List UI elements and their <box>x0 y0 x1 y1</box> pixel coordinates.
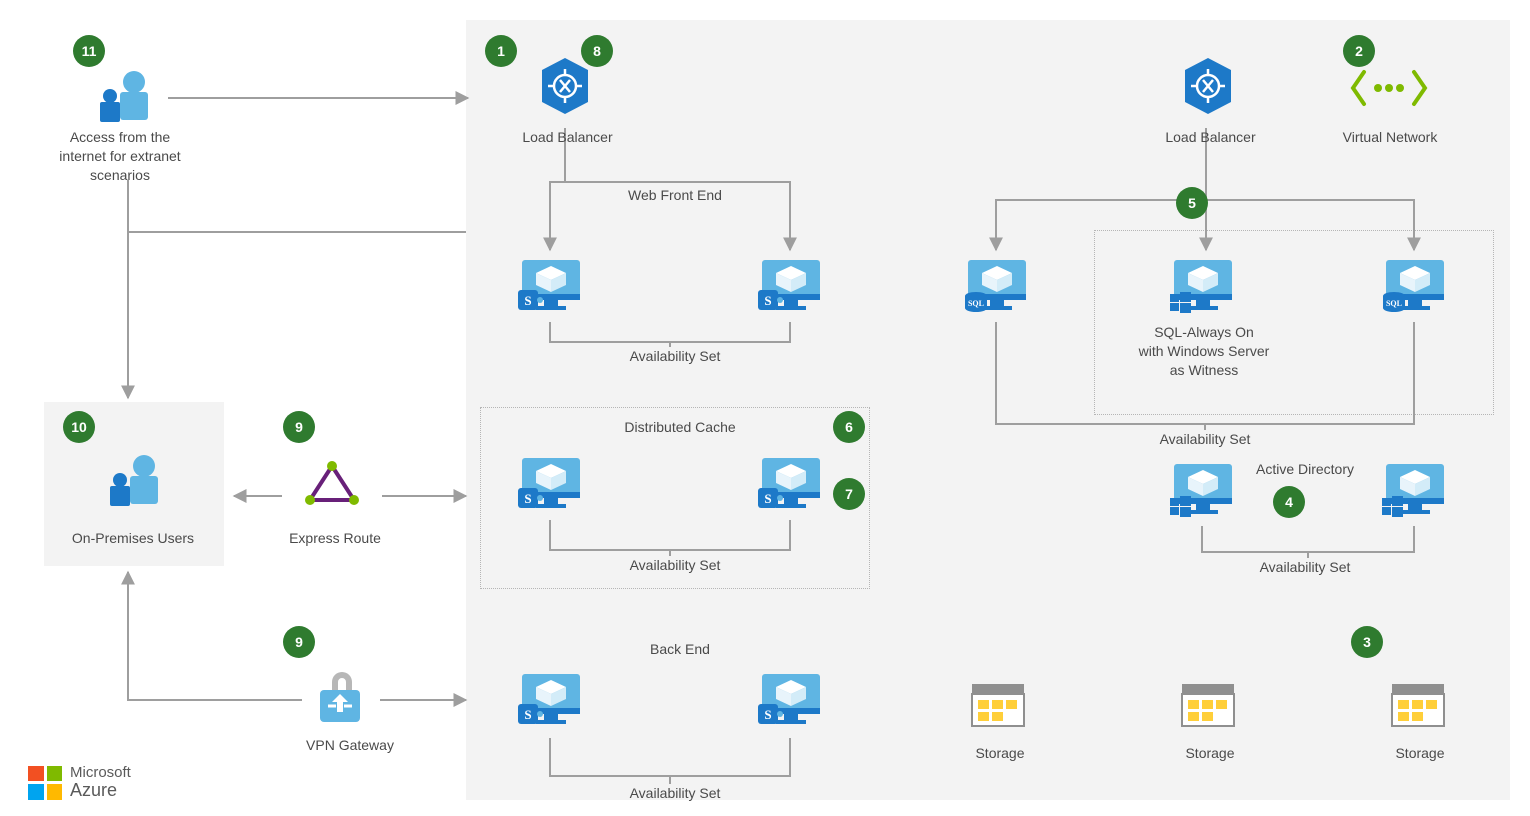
storage-icon <box>970 680 1026 730</box>
loadbalancer-icon <box>1183 56 1233 116</box>
step-badge-3: 3 <box>1351 626 1383 658</box>
vm-sp-icon: S <box>516 670 586 728</box>
label-sql_caption: SQL-Always Onwith Windows Serveras Witne… <box>1114 323 1294 380</box>
svg-text:S: S <box>764 707 771 722</box>
step-badge-9: 9 <box>283 411 315 443</box>
svg-text:SQL: SQL <box>1386 299 1402 308</box>
vm-win-icon <box>1380 460 1450 518</box>
users-icon <box>104 452 164 507</box>
label-lb_right: Load Balancer <box>1143 128 1278 147</box>
vm-sql-icon: SQL <box>1380 256 1450 314</box>
label-access_internet: Access from theinternet for extranetscen… <box>45 128 195 185</box>
vm-sp-icon: S <box>516 256 586 314</box>
loadbalancer-icon <box>540 56 590 116</box>
svg-text:SQL: SQL <box>968 299 984 308</box>
label-avail_set_2: Availability Set <box>600 556 750 575</box>
label-dist_cache: Distributed Cache <box>600 418 760 437</box>
label-vnet: Virtual Network <box>1320 128 1460 147</box>
svg-text:S: S <box>764 293 771 308</box>
svg-text:S: S <box>764 491 771 506</box>
microsoft-azure-logo: Microsoft Azure <box>28 765 131 800</box>
label-avail_set_3: Availability Set <box>600 784 750 803</box>
logo-text: Microsoft Azure <box>70 765 131 800</box>
vm-win-icon <box>1168 460 1238 518</box>
vm-sp-icon: S <box>756 256 826 314</box>
users-icon <box>94 68 154 123</box>
step-badge-2: 2 <box>1343 35 1375 67</box>
label-active_dir: Active Directory <box>1230 460 1380 479</box>
microsoft-logo-icon <box>28 766 62 800</box>
logo-line1: Microsoft <box>70 765 131 781</box>
step-badge-7: 7 <box>833 478 865 510</box>
storage-icon <box>1390 680 1446 730</box>
label-express_route: Express Route <box>270 529 400 548</box>
diagram-canvas: S S SQL <box>0 0 1530 816</box>
storage-icon <box>1180 680 1236 730</box>
label-onprem_users: On-Premises Users <box>53 529 213 548</box>
label-avail_set_sql: Availability Set <box>1130 430 1280 449</box>
step-badge-10: 10 <box>63 411 95 443</box>
step-badge-8: 8 <box>581 35 613 67</box>
svg-text:S: S <box>524 491 531 506</box>
vpngateway-icon <box>312 664 368 726</box>
vm-sql-icon: SQL <box>962 256 1032 314</box>
label-storage_2: Storage <box>1170 744 1250 763</box>
label-lb_left: Load Balancer <box>500 128 635 147</box>
label-avail_set_ad: Availability Set <box>1230 558 1380 577</box>
expressroute-icon <box>304 460 360 508</box>
vm-sp-icon: S <box>756 670 826 728</box>
step-badge-5: 5 <box>1176 187 1208 219</box>
svg-text:S: S <box>524 707 531 722</box>
step-badge-9: 9 <box>283 626 315 658</box>
label-vpn_gateway: VPN Gateway <box>290 736 410 755</box>
label-avail_set_1: Availability Set <box>600 347 750 366</box>
step-badge-4: 4 <box>1273 486 1305 518</box>
vnet-icon <box>1350 62 1428 114</box>
label-back_end: Back End <box>620 640 740 659</box>
step-badge-11: 11 <box>73 35 105 67</box>
vm-sp-icon: S <box>756 454 826 512</box>
vm-sp-icon: S <box>516 454 586 512</box>
label-storage_3: Storage <box>1380 744 1460 763</box>
label-storage_1: Storage <box>960 744 1040 763</box>
step-badge-1: 1 <box>485 35 517 67</box>
logo-line2: Azure <box>70 781 131 800</box>
label-web_front_end: Web Front End <box>600 186 750 205</box>
vm-win-icon <box>1168 256 1238 314</box>
svg-text:S: S <box>524 293 531 308</box>
step-badge-6: 6 <box>833 411 865 443</box>
